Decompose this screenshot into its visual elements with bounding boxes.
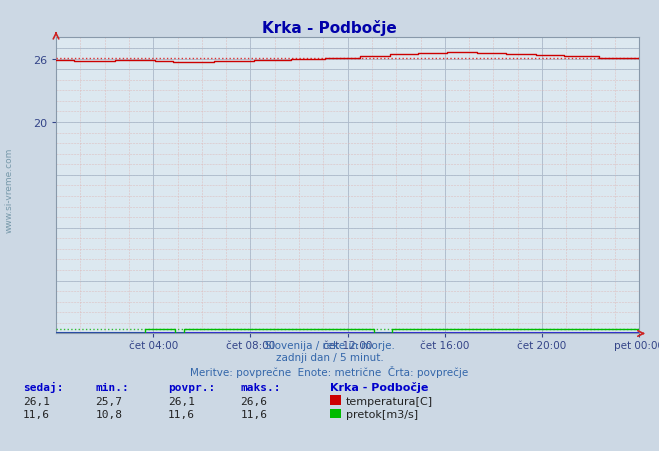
- Text: Krka - Podbočje: Krka - Podbočje: [330, 381, 428, 392]
- Text: min.:: min.:: [96, 382, 129, 392]
- Text: 25,7: 25,7: [96, 396, 123, 405]
- Text: 11,6: 11,6: [168, 409, 195, 419]
- Text: povpr.:: povpr.:: [168, 382, 215, 392]
- Text: 11,6: 11,6: [23, 409, 50, 419]
- Text: 26,1: 26,1: [168, 396, 195, 405]
- Text: Meritve: povprečne  Enote: metrične  Črta: povprečje: Meritve: povprečne Enote: metrične Črta:…: [190, 365, 469, 377]
- Text: 10,8: 10,8: [96, 409, 123, 419]
- Text: Slovenija / reke in morje.: Slovenija / reke in morje.: [264, 341, 395, 350]
- Text: temperatura[C]: temperatura[C]: [346, 396, 433, 405]
- Text: 26,6: 26,6: [241, 396, 268, 405]
- Text: pretok[m3/s]: pretok[m3/s]: [346, 409, 418, 419]
- Text: Krka - Podbočje: Krka - Podbočje: [262, 20, 397, 36]
- Text: www.si-vreme.com: www.si-vreme.com: [5, 147, 14, 232]
- Text: 11,6: 11,6: [241, 409, 268, 419]
- Text: sedaj:: sedaj:: [23, 381, 63, 392]
- Text: maks.:: maks.:: [241, 382, 281, 392]
- Text: zadnji dan / 5 minut.: zadnji dan / 5 minut.: [275, 353, 384, 363]
- Text: 26,1: 26,1: [23, 396, 50, 405]
